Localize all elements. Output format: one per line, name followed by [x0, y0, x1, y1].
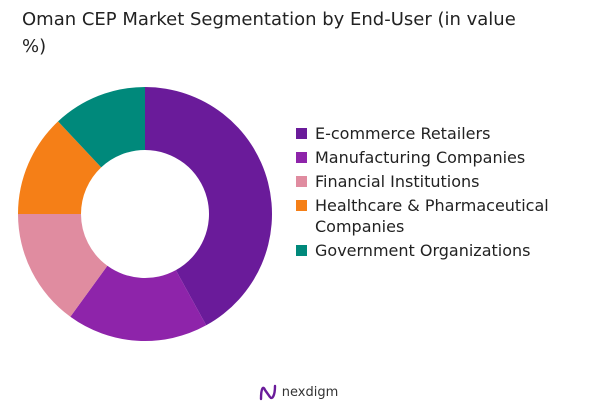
donut-slice-3: [17, 214, 108, 317]
legend-swatch: [296, 245, 307, 256]
donut-slice-4: [18, 121, 102, 214]
donut-slice-2: [70, 265, 207, 341]
legend-swatch: [296, 200, 307, 211]
legend-swatch: [296, 128, 307, 139]
legend-item: Manufacturing Companies: [296, 147, 592, 168]
nexdigm-logo-icon: [259, 384, 276, 401]
legend-item: Financial Institutions: [296, 171, 592, 192]
legend-label: Government Organizations: [315, 241, 531, 260]
legend-swatch: [296, 176, 307, 187]
chart-title: Oman CEP Market Segmentation by End-User…: [22, 9, 516, 57]
legend-label: Financial Institutions: [315, 172, 480, 191]
legend-item: E-commerce Retailers: [296, 123, 592, 144]
legend-swatch: [296, 152, 307, 163]
legend-label: Manufacturing Companies: [315, 148, 526, 167]
chart-legend: E-commerce Retailers Manufacturing Compan…: [296, 123, 592, 264]
brand-name: nexdigm: [281, 384, 339, 400]
brand-footer: nexdigm: [0, 382, 596, 402]
donut-slice-1: [145, 87, 273, 326]
legend-item: Healthcare & Pharmaceutical Companies: [296, 195, 592, 237]
legend-label: E-commerce Retailers: [315, 124, 491, 143]
donut-slice-5: [58, 87, 146, 168]
legend-item: Government Organizations: [296, 240, 592, 261]
legend-label: Healthcare & Pharmaceutical Companies: [315, 196, 549, 236]
